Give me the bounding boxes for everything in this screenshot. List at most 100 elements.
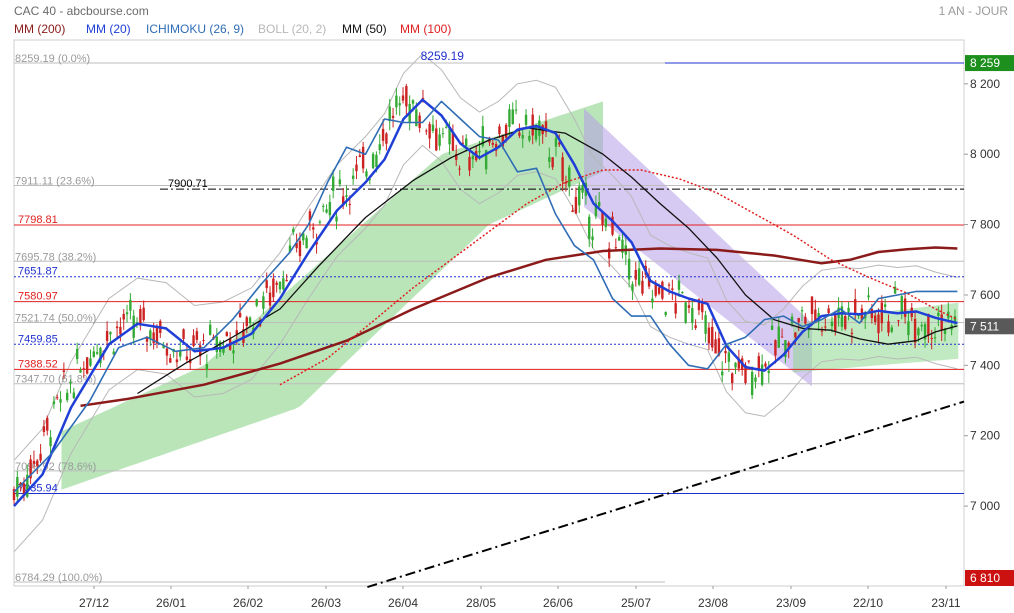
ichimoku-26-9-line — [13, 100, 958, 493]
candle-body — [215, 336, 219, 353]
candle-body — [877, 314, 880, 334]
candle-body — [694, 325, 697, 328]
candle-body — [92, 351, 95, 358]
candle-body — [661, 281, 664, 299]
candle-body — [501, 134, 504, 147]
candle-body — [564, 181, 568, 184]
candle-body — [647, 277, 651, 287]
y-tick-label: 7 600 — [970, 288, 1000, 302]
candle-body — [731, 373, 734, 384]
candle-body — [421, 97, 425, 99]
candle-body — [897, 320, 900, 322]
bollinger-lower-band — [13, 144, 958, 553]
candle-body — [524, 114, 528, 125]
legend-item: MM (200) — [14, 22, 66, 36]
level-label: 7388.52 — [18, 358, 58, 370]
candle-body — [750, 371, 754, 396]
candle-body — [455, 154, 458, 160]
candle-body — [937, 312, 940, 317]
high-price-tag-bg — [965, 55, 1014, 72]
candle-body — [325, 209, 328, 213]
candle-body — [56, 397, 59, 399]
fibonacci-label: 7347.70 (61.8%) — [15, 374, 96, 386]
candle-body — [704, 315, 707, 334]
candle-body — [89, 358, 92, 366]
candle-body — [395, 95, 398, 108]
candle-body — [484, 150, 488, 170]
candle-body — [448, 128, 451, 145]
candle-body — [391, 115, 395, 118]
candle-body — [308, 211, 312, 221]
candle-body — [345, 195, 348, 197]
candle-body — [834, 314, 837, 331]
candle-body — [880, 302, 884, 324]
candle-body — [29, 459, 32, 479]
candle-body — [265, 280, 268, 289]
candle-body — [641, 280, 644, 294]
candle-body — [85, 357, 89, 374]
candle-body — [764, 363, 767, 367]
candle-body — [185, 356, 189, 360]
candle-body — [79, 370, 82, 373]
candle-body — [521, 135, 524, 139]
candle-body — [568, 167, 571, 187]
candle-body — [235, 330, 238, 335]
candle-body — [664, 311, 667, 316]
candle-body — [637, 268, 641, 285]
candle-body — [142, 307, 145, 321]
last-price-tag-bg — [965, 318, 1014, 335]
candle-body — [651, 298, 654, 303]
ichimoku-cloud-green — [61, 101, 603, 490]
candle-body — [232, 350, 235, 354]
candle-body — [737, 358, 741, 369]
candle-body — [611, 216, 614, 235]
candle-body — [657, 287, 661, 294]
level-label: 7651.87 — [18, 266, 58, 278]
candle-body — [907, 321, 910, 336]
candle-body — [727, 352, 731, 362]
candle-body — [238, 312, 242, 318]
legend-item: MM (20) — [86, 22, 131, 36]
candle-body — [278, 281, 282, 290]
candle-body — [385, 133, 388, 144]
candle-body — [667, 284, 671, 286]
candle-body — [890, 327, 893, 332]
y-tick-label: 8 200 — [970, 77, 1000, 91]
candle-body — [398, 103, 401, 106]
candle-body — [508, 109, 511, 127]
candle-body — [900, 296, 903, 313]
candle-body — [205, 364, 209, 370]
candle-body — [305, 237, 308, 249]
candle-body — [312, 227, 315, 230]
x-tick-label: 23/09 — [776, 596, 806, 610]
candle-body — [99, 347, 102, 364]
candle-body — [222, 345, 225, 353]
low-price-tag-bg — [965, 570, 1014, 586]
candle-body — [671, 288, 674, 290]
candle-body — [794, 332, 797, 338]
candle-body — [275, 282, 278, 285]
x-tick-label: 26/01 — [156, 596, 186, 610]
candle-body — [810, 296, 814, 315]
candle-body — [511, 109, 514, 125]
candle-body — [351, 175, 355, 179]
candle-body — [814, 309, 817, 324]
high-price-tag: 8 259 — [970, 56, 1000, 70]
candle-body — [707, 327, 711, 344]
legend-item: MM (100) — [400, 22, 452, 36]
y-tick-label: 7 200 — [970, 429, 1000, 443]
candle-body — [425, 130, 428, 132]
candle-body — [558, 142, 561, 145]
candle-body — [554, 138, 558, 147]
candle-body — [262, 296, 265, 309]
candle-body — [601, 212, 604, 226]
candle-body — [528, 135, 531, 141]
candle-body — [255, 299, 258, 306]
x-tick-label: 22/10 — [853, 596, 883, 610]
candle-body — [52, 401, 56, 405]
candle-body — [401, 95, 405, 101]
fibonacci-label: 6784.29 (100.0%) — [15, 572, 102, 584]
x-tick-label: 23/08 — [698, 596, 728, 610]
low-price-tag: 6 810 — [970, 571, 1000, 585]
